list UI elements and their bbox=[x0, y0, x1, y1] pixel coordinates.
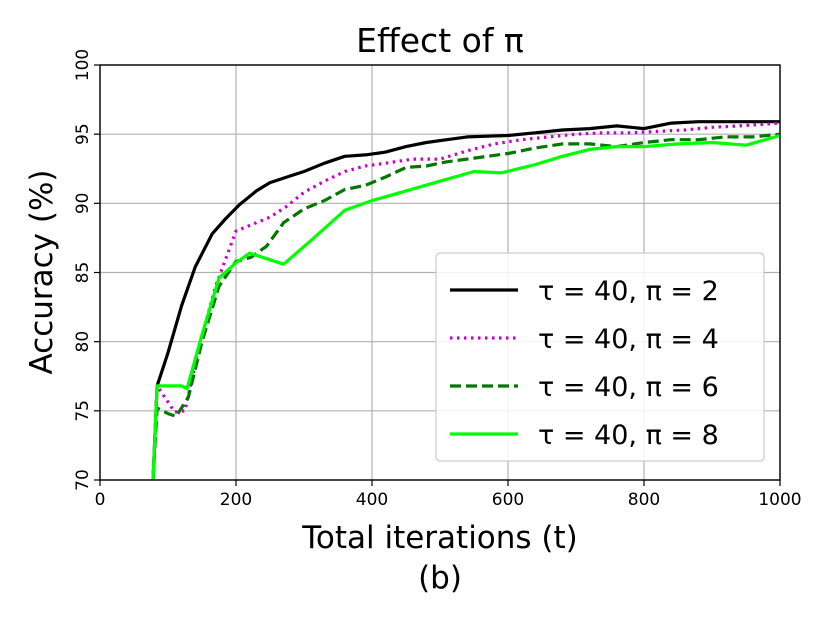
legend-label-2: τ = 40, π = 4 bbox=[538, 324, 719, 355]
y-tick-label: 95 bbox=[73, 123, 93, 145]
x-axis-label: Total iterations (t) bbox=[301, 520, 578, 556]
x-tick-label: 600 bbox=[492, 490, 524, 510]
y-tick-label: 100 bbox=[73, 49, 93, 81]
x-tick-label: 400 bbox=[356, 490, 388, 510]
y-tick-label: 85 bbox=[73, 262, 93, 284]
y-tick-label: 75 bbox=[73, 400, 93, 422]
legend-label-1: τ = 40, π = 2 bbox=[538, 276, 719, 307]
x-tick-label: 1000 bbox=[758, 490, 801, 510]
y-tick-label: 90 bbox=[73, 193, 93, 215]
y-tick-label: 70 bbox=[73, 469, 93, 491]
series-line-1 bbox=[151, 120, 780, 480]
legend-box bbox=[435, 252, 765, 462]
figure-caption: (b) bbox=[418, 560, 462, 596]
series-lines bbox=[151, 120, 780, 480]
series-line-4 bbox=[151, 133, 780, 480]
x-tick-label: 200 bbox=[220, 490, 252, 510]
series-line-3 bbox=[151, 132, 780, 480]
legend-label-4: τ = 40, π = 8 bbox=[538, 420, 719, 451]
x-tick-label: 0 bbox=[95, 490, 106, 510]
axis-ticks: 0 200 400 600 800 1000 70 75 80 85 90 95 100 bbox=[73, 49, 802, 510]
y-axis-label: Accuracy (%) bbox=[24, 169, 60, 374]
y-tick-label: 80 bbox=[73, 331, 93, 353]
x-tick-label: 800 bbox=[628, 490, 660, 510]
chart-title: Effect of π bbox=[356, 21, 524, 60]
legend: τ = 40, π = 2 τ = 40, π = 4 τ = 40, π = 6 τ… bbox=[435, 252, 765, 462]
legend-label-3: τ = 40, π = 6 bbox=[538, 372, 719, 403]
